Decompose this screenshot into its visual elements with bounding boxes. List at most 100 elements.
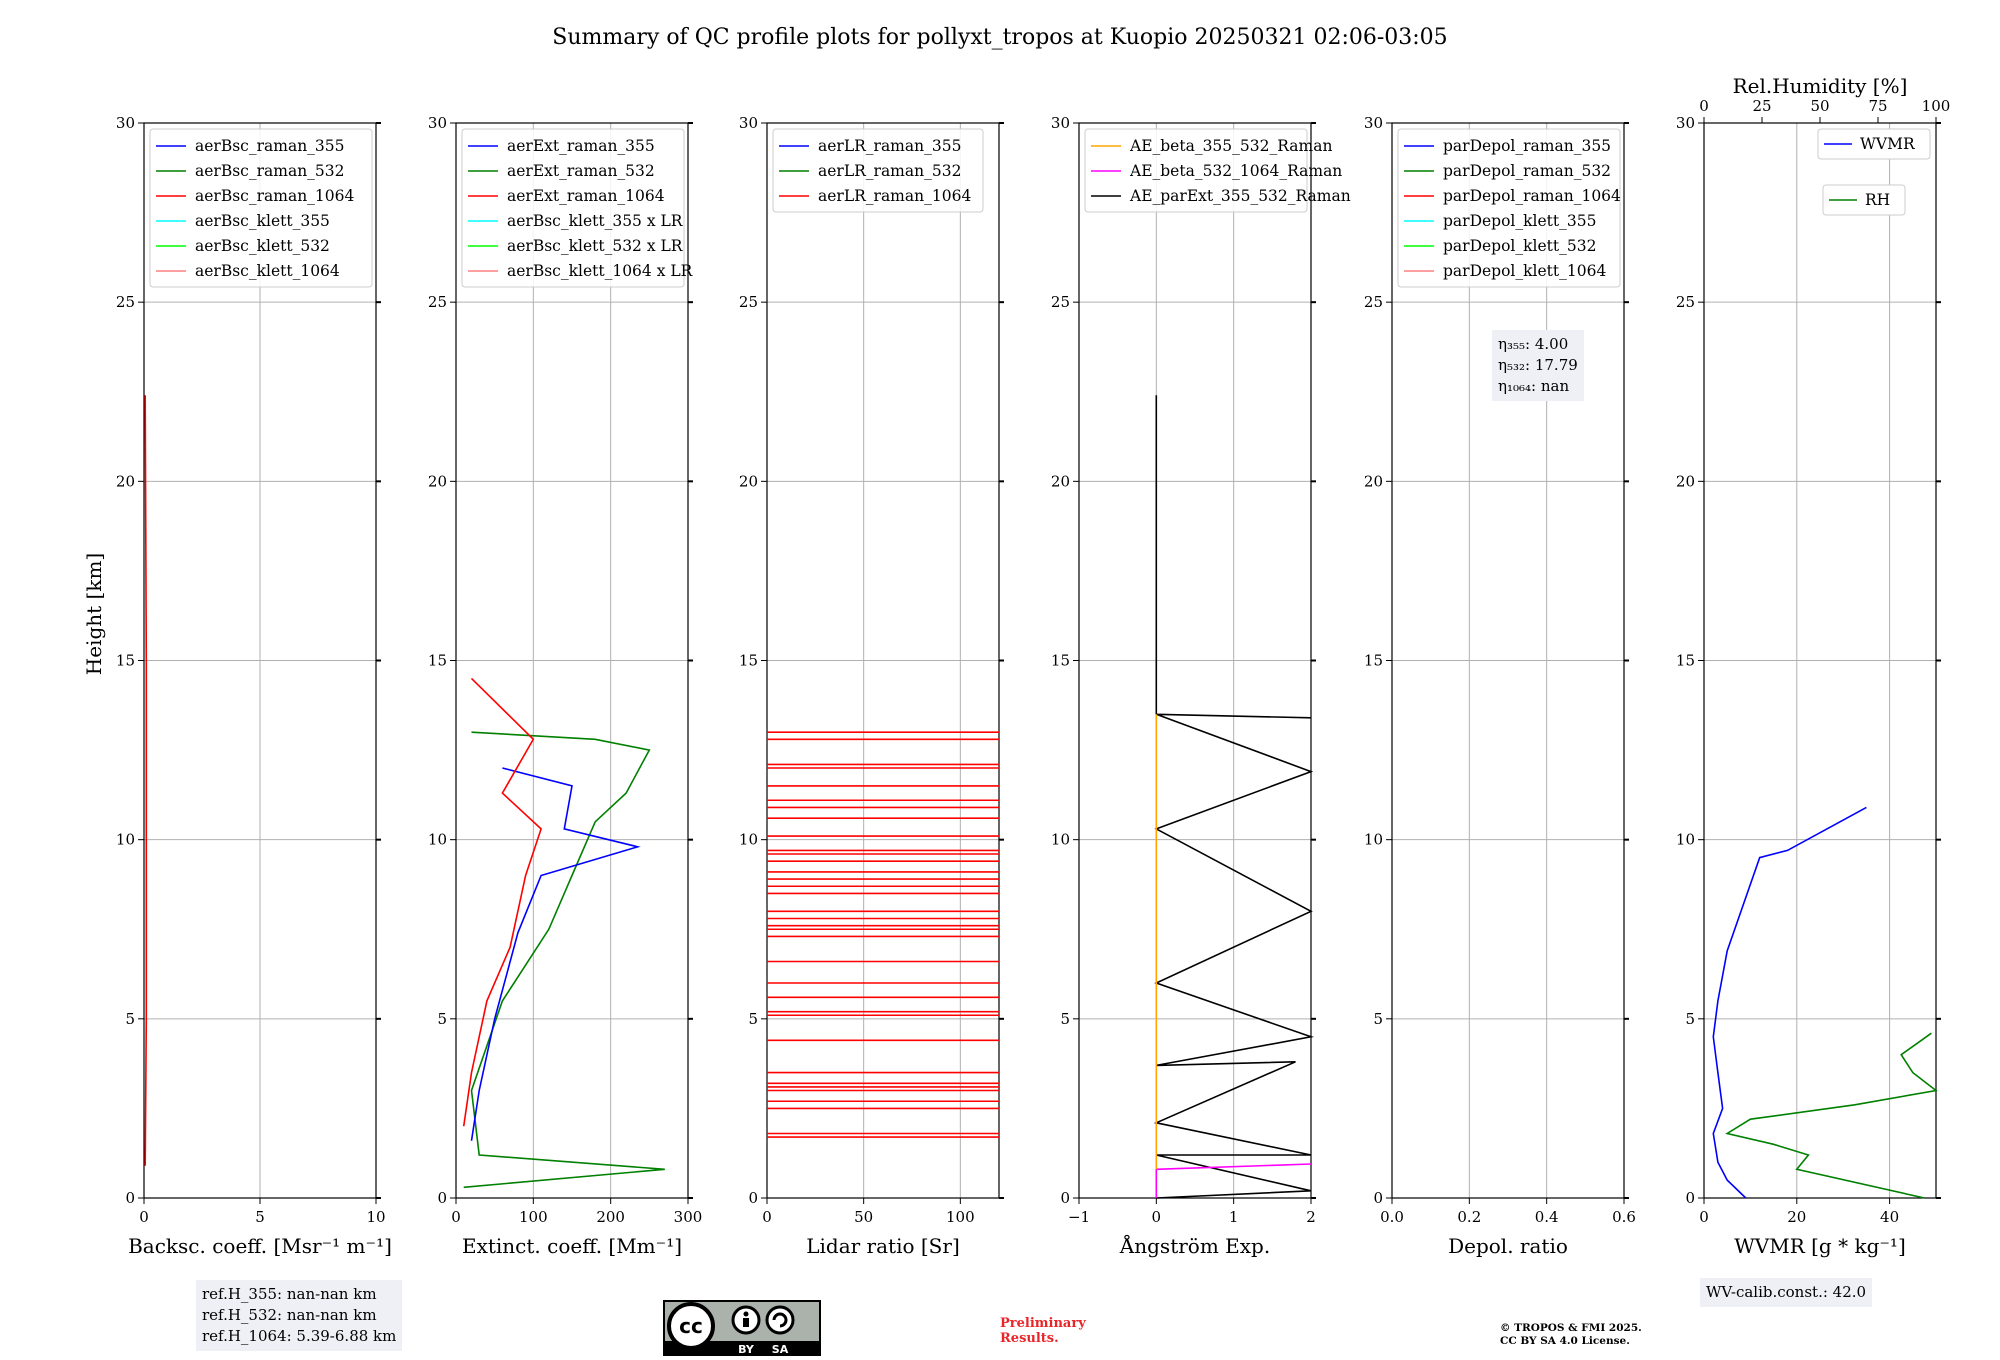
legend-label: AE_beta_532_1064_Raman: [1129, 162, 1342, 180]
x-tick-label: 40: [1880, 1208, 1899, 1226]
eta-355: η₃₅₅: 4.00: [1498, 335, 1569, 353]
eta-box: η₃₅₅: 4.00 η₅₃₂: 17.79 η₁₀₆₄: nan: [1492, 330, 1584, 401]
y-tick-label: 20: [1676, 472, 1695, 490]
legend-label: parDepol_klett_1064: [1443, 262, 1606, 280]
top-tick-label: 100: [1922, 97, 1951, 115]
y-tick-label: 30: [739, 114, 758, 132]
eta-1064: η₁₀₆₄: nan: [1498, 377, 1570, 395]
axes-frame: [1078, 122, 1312, 1199]
y-tick-label: 20: [1051, 472, 1070, 490]
legend-label: aerBsc_klett_532 x LR: [507, 237, 684, 255]
legend-label: aerBsc_klett_355 x LR: [507, 212, 684, 230]
legend-label: aerBsc_raman_355: [195, 137, 345, 155]
panel-wv: 0 20 40 0 5 10 15 20 25 30 WVMR [g * kg⁻¹] 0 25 50 75 1…: [1676, 74, 1950, 1258]
y-tick-label: 20: [428, 472, 447, 490]
series-aerext-raman-532: [463, 731, 665, 1189]
legend-label: AE_parExt_355_532_Raman: [1129, 187, 1351, 205]
y-tick-label: 30: [428, 114, 447, 132]
y-tick-label: 25: [739, 293, 758, 311]
legend-label: aerExt_raman_1064: [507, 187, 665, 205]
x-axis-label: Backsc. coeff. [Msr⁻¹ m⁻¹]: [128, 1234, 392, 1258]
y-tick-label: 10: [1364, 831, 1383, 849]
legend-wvmr: WVMR: [1817, 128, 1931, 160]
legend-label: aerBsc_klett_1064 x LR: [507, 262, 694, 280]
y-tick-label: 10: [428, 831, 447, 849]
legend-label: aerBsc_klett_532: [195, 237, 330, 255]
legend-label: aerLR_raman_355: [818, 137, 961, 155]
y-tick-label: 15: [1364, 652, 1383, 670]
legend-label: parDepol_raman_1064: [1443, 187, 1621, 205]
y-tick-label: 25: [116, 293, 135, 311]
x-tick-label: 100: [519, 1208, 548, 1226]
legend-label: aerLR_raman_1064: [818, 187, 971, 205]
series-aerext-raman-355: [470, 767, 641, 1141]
x-tick-label: 5: [255, 1208, 265, 1226]
top-tick-label: 0: [1699, 97, 1709, 115]
y-tick-label: 25: [1051, 293, 1070, 311]
y-tick-label: 30: [1364, 114, 1383, 132]
y-tick-label: 0: [748, 1189, 758, 1207]
legend-lr: aerLR_raman_355 aerLR_raman_532 aerLR_rama…: [772, 128, 984, 213]
refh-1064: ref.H_1064: 5.39-6.88 km: [202, 1327, 397, 1345]
x-tick-label: 300: [674, 1208, 703, 1226]
y-tick-label: 20: [1364, 472, 1383, 490]
series-rh-as-on-top-axis-: [1725, 1032, 1938, 1199]
panel-bsc: 0 5 10 0 5 10 15 20 25 30 Backsc. coeff. [Msr⁻¹ m⁻…: [116, 114, 392, 1258]
figure-title: Summary of QC profile plots for pollyxt_…: [552, 25, 1447, 50]
legend-box: [772, 128, 984, 213]
cc-text: cc: [679, 1314, 703, 1338]
top-tick-label: 50: [1810, 97, 1829, 115]
y-tick-label: 10: [739, 831, 758, 849]
axes-frame: [1391, 122, 1625, 1199]
wv-calib-const: WV-calib.const.: 42.0: [1706, 1283, 1867, 1301]
legend-label: aerExt_raman_532: [507, 162, 655, 180]
legend-label: aerBsc_klett_1064: [195, 262, 340, 280]
legend-box: [1822, 184, 1906, 216]
y-tick-label: 5: [1060, 1010, 1070, 1028]
x-tick-label: 0.4: [1535, 1208, 1559, 1226]
y-tick-label: 15: [739, 652, 758, 670]
copyright-line-1: © TROPOS & FMI 2025.: [1500, 1322, 1642, 1334]
y-tick-label: 5: [1685, 1010, 1695, 1028]
legend-label: parDepol_raman_532: [1443, 162, 1611, 180]
y-tick-label: 15: [1676, 652, 1695, 670]
series-aerbsc-raman-1064: [144, 395, 148, 1166]
y-tick-label: 10: [116, 831, 135, 849]
legend-label: aerBsc_raman_1064: [195, 187, 355, 205]
y-tick-label: 25: [1676, 293, 1695, 311]
x-tick-label: 10: [366, 1208, 385, 1226]
y-tick-label: 15: [116, 652, 135, 670]
legend-box: [1817, 128, 1931, 160]
x-tick-label: 0: [762, 1208, 772, 1226]
panel-lr: 0 50 100 0 5 10 15 20 25 30 Lidar ratio [Sr] aerLR_…: [739, 114, 1004, 1258]
series-wvmr: [1712, 806, 1867, 1199]
x-axis-label: Lidar ratio [Sr]: [806, 1234, 960, 1258]
legend-box: [1397, 128, 1621, 288]
legend-label: aerBsc_raman_532: [195, 162, 345, 180]
x-tick-label: 0: [1152, 1208, 1162, 1226]
y-tick-label: 30: [116, 114, 135, 132]
x-tick-label: 0.6: [1612, 1208, 1636, 1226]
legend-label: aerLR_raman_532: [818, 162, 961, 180]
y-tick-label: 0: [1060, 1189, 1070, 1207]
y-tick-label: 0: [1685, 1189, 1695, 1207]
y-tick-label: 0: [125, 1189, 135, 1207]
copyright-line-2: CC BY SA 4.0 License.: [1500, 1335, 1630, 1347]
preliminary-line-2: Results.: [1000, 1331, 1059, 1346]
y-tick-label: 5: [748, 1010, 758, 1028]
legend-box: [149, 128, 373, 288]
x-tick-label: 2: [1306, 1208, 1316, 1226]
copyright-note: © TROPOS & FMI 2025. CC BY SA 4.0 Licens…: [1500, 1322, 1642, 1348]
top-tick-label: 25: [1752, 97, 1771, 115]
reference-height-box: ref.H_355: nan-nan km ref.H_532: nan-nan…: [196, 1280, 403, 1351]
cc-sa-text: SA: [772, 1343, 789, 1356]
refh-532: ref.H_532: nan-nan km: [202, 1306, 377, 1324]
y-axis-label: Height [km]: [82, 553, 106, 675]
top-axis-label: Rel.Humidity [%]: [1733, 74, 1908, 98]
legend-ae: AE_beta_355_532_Raman AE_beta_532_1064_Ra…: [1084, 128, 1351, 213]
x-axis-label: WVMR [g * kg⁻¹]: [1734, 1234, 1906, 1258]
x-tick-label: 50: [854, 1208, 873, 1226]
y-tick-label: 10: [1051, 831, 1070, 849]
series-aerext-raman-1064: [462, 677, 543, 1127]
